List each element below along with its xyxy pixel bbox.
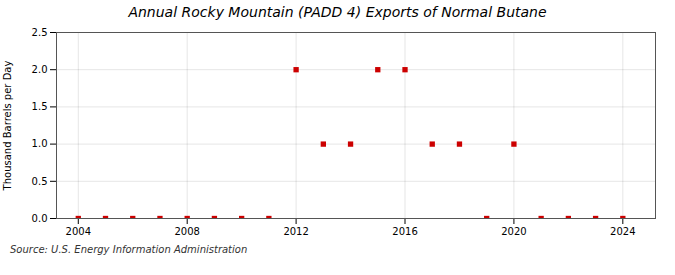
svg-text:0.5: 0.5 <box>32 176 48 187</box>
svg-text:2.5: 2.5 <box>32 27 48 38</box>
svg-text:2012: 2012 <box>283 226 308 237</box>
svg-text:0.0: 0.0 <box>32 213 48 224</box>
html-text:Source: U.S. Energy Informatio: Source: U.S. Energy Information Administ… <box>10 244 248 255</box>
svg-text:1.5: 1.5 <box>32 101 48 112</box>
svg-text:2004: 2004 <box>66 226 91 237</box>
svg-text:2020: 2020 <box>501 226 526 237</box>
svg-text:2024: 2024 <box>610 226 635 237</box>
svg-text:1.0: 1.0 <box>32 138 48 149</box>
html-text:Annual Rocky Mountain (PADD 4): Annual Rocky Mountain (PADD 4) Exports o… <box>128 4 547 20</box>
svg-text:2008: 2008 <box>174 226 199 237</box>
svg-text:2.0: 2.0 <box>32 64 48 75</box>
svg-text:Thousand Barrels per Day: Thousand Barrels per Day <box>2 61 13 192</box>
svg-text:2016: 2016 <box>392 226 417 237</box>
